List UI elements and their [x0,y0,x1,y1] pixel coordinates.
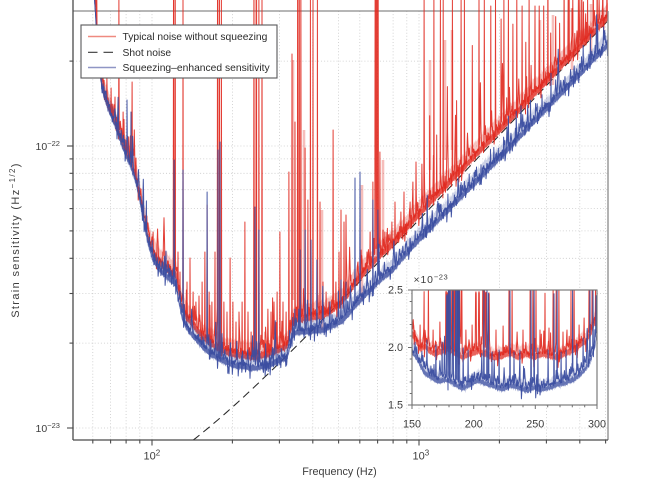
svg-text:2.5: 2.5 [388,285,403,297]
svg-text:1.5: 1.5 [388,400,403,412]
svg-text:2.0: 2.0 [388,342,403,354]
svg-text:250: 250 [526,419,544,431]
svg-text:Shot noise: Shot noise [123,48,172,59]
svg-text:Frequency (Hz): Frequency (Hz) [302,466,376,478]
svg-text:Squeezing–enhanced sensitivity: Squeezing–enhanced sensitivity [123,63,271,74]
svg-text:Strain sensitivity (Hz−1/2): Strain sensitivity (Hz−1/2) [8,162,22,318]
svg-text:300: 300 [588,419,606,431]
svg-text:150: 150 [403,419,421,431]
svg-text:200: 200 [465,419,483,431]
svg-text:Typical noise without squeezin: Typical noise without squeezing [123,32,268,43]
